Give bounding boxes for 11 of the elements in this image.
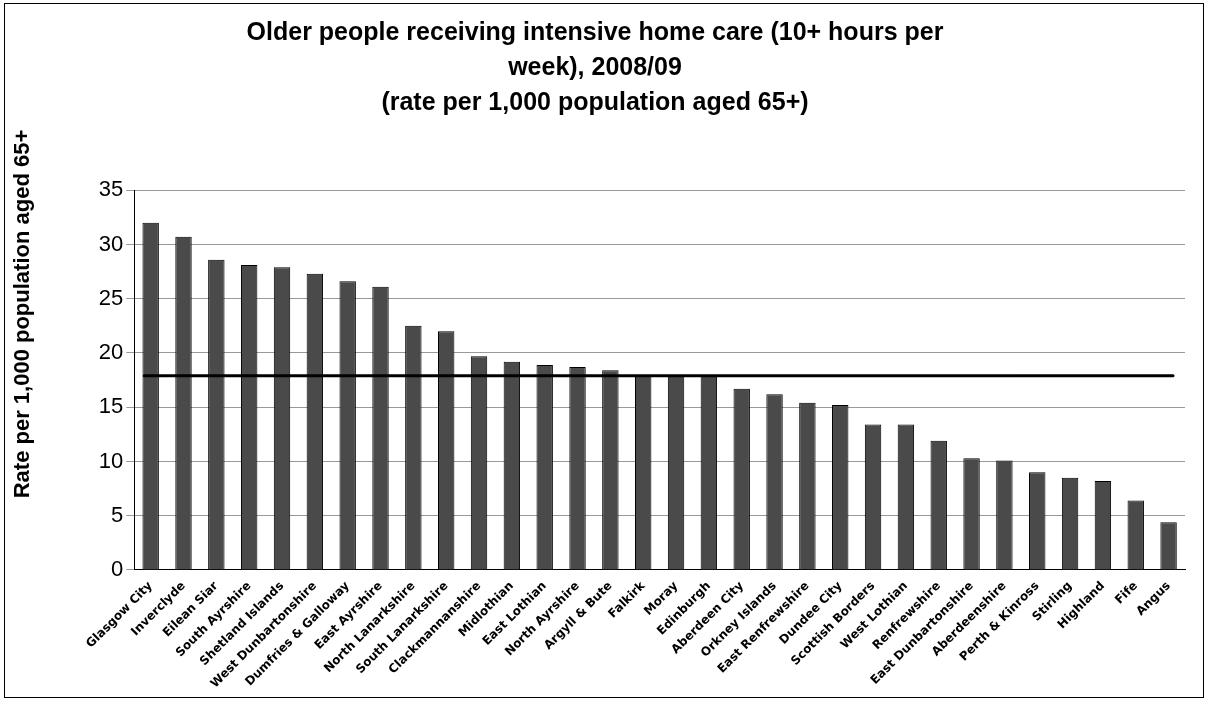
- y-tick-label: 0: [111, 556, 124, 582]
- y-tick-label: 30: [98, 230, 124, 256]
- y-tick-label: 10: [98, 447, 124, 473]
- y-tick-label: 5: [111, 501, 124, 527]
- y-tick-label: 25: [98, 284, 124, 310]
- y-axis-title: Rate per 1,000 population aged 65+: [8, 128, 35, 501]
- y-tick-label: 35: [98, 176, 124, 202]
- chart-subtitle: (rate per 1,000 population aged 65+): [380, 86, 810, 117]
- y-tick-label: 15: [98, 393, 124, 419]
- y-tick-label: 20: [98, 339, 124, 365]
- chart-title: Older people receiving intensive home care (10+ hours per week), 2008/09: [245, 16, 945, 82]
